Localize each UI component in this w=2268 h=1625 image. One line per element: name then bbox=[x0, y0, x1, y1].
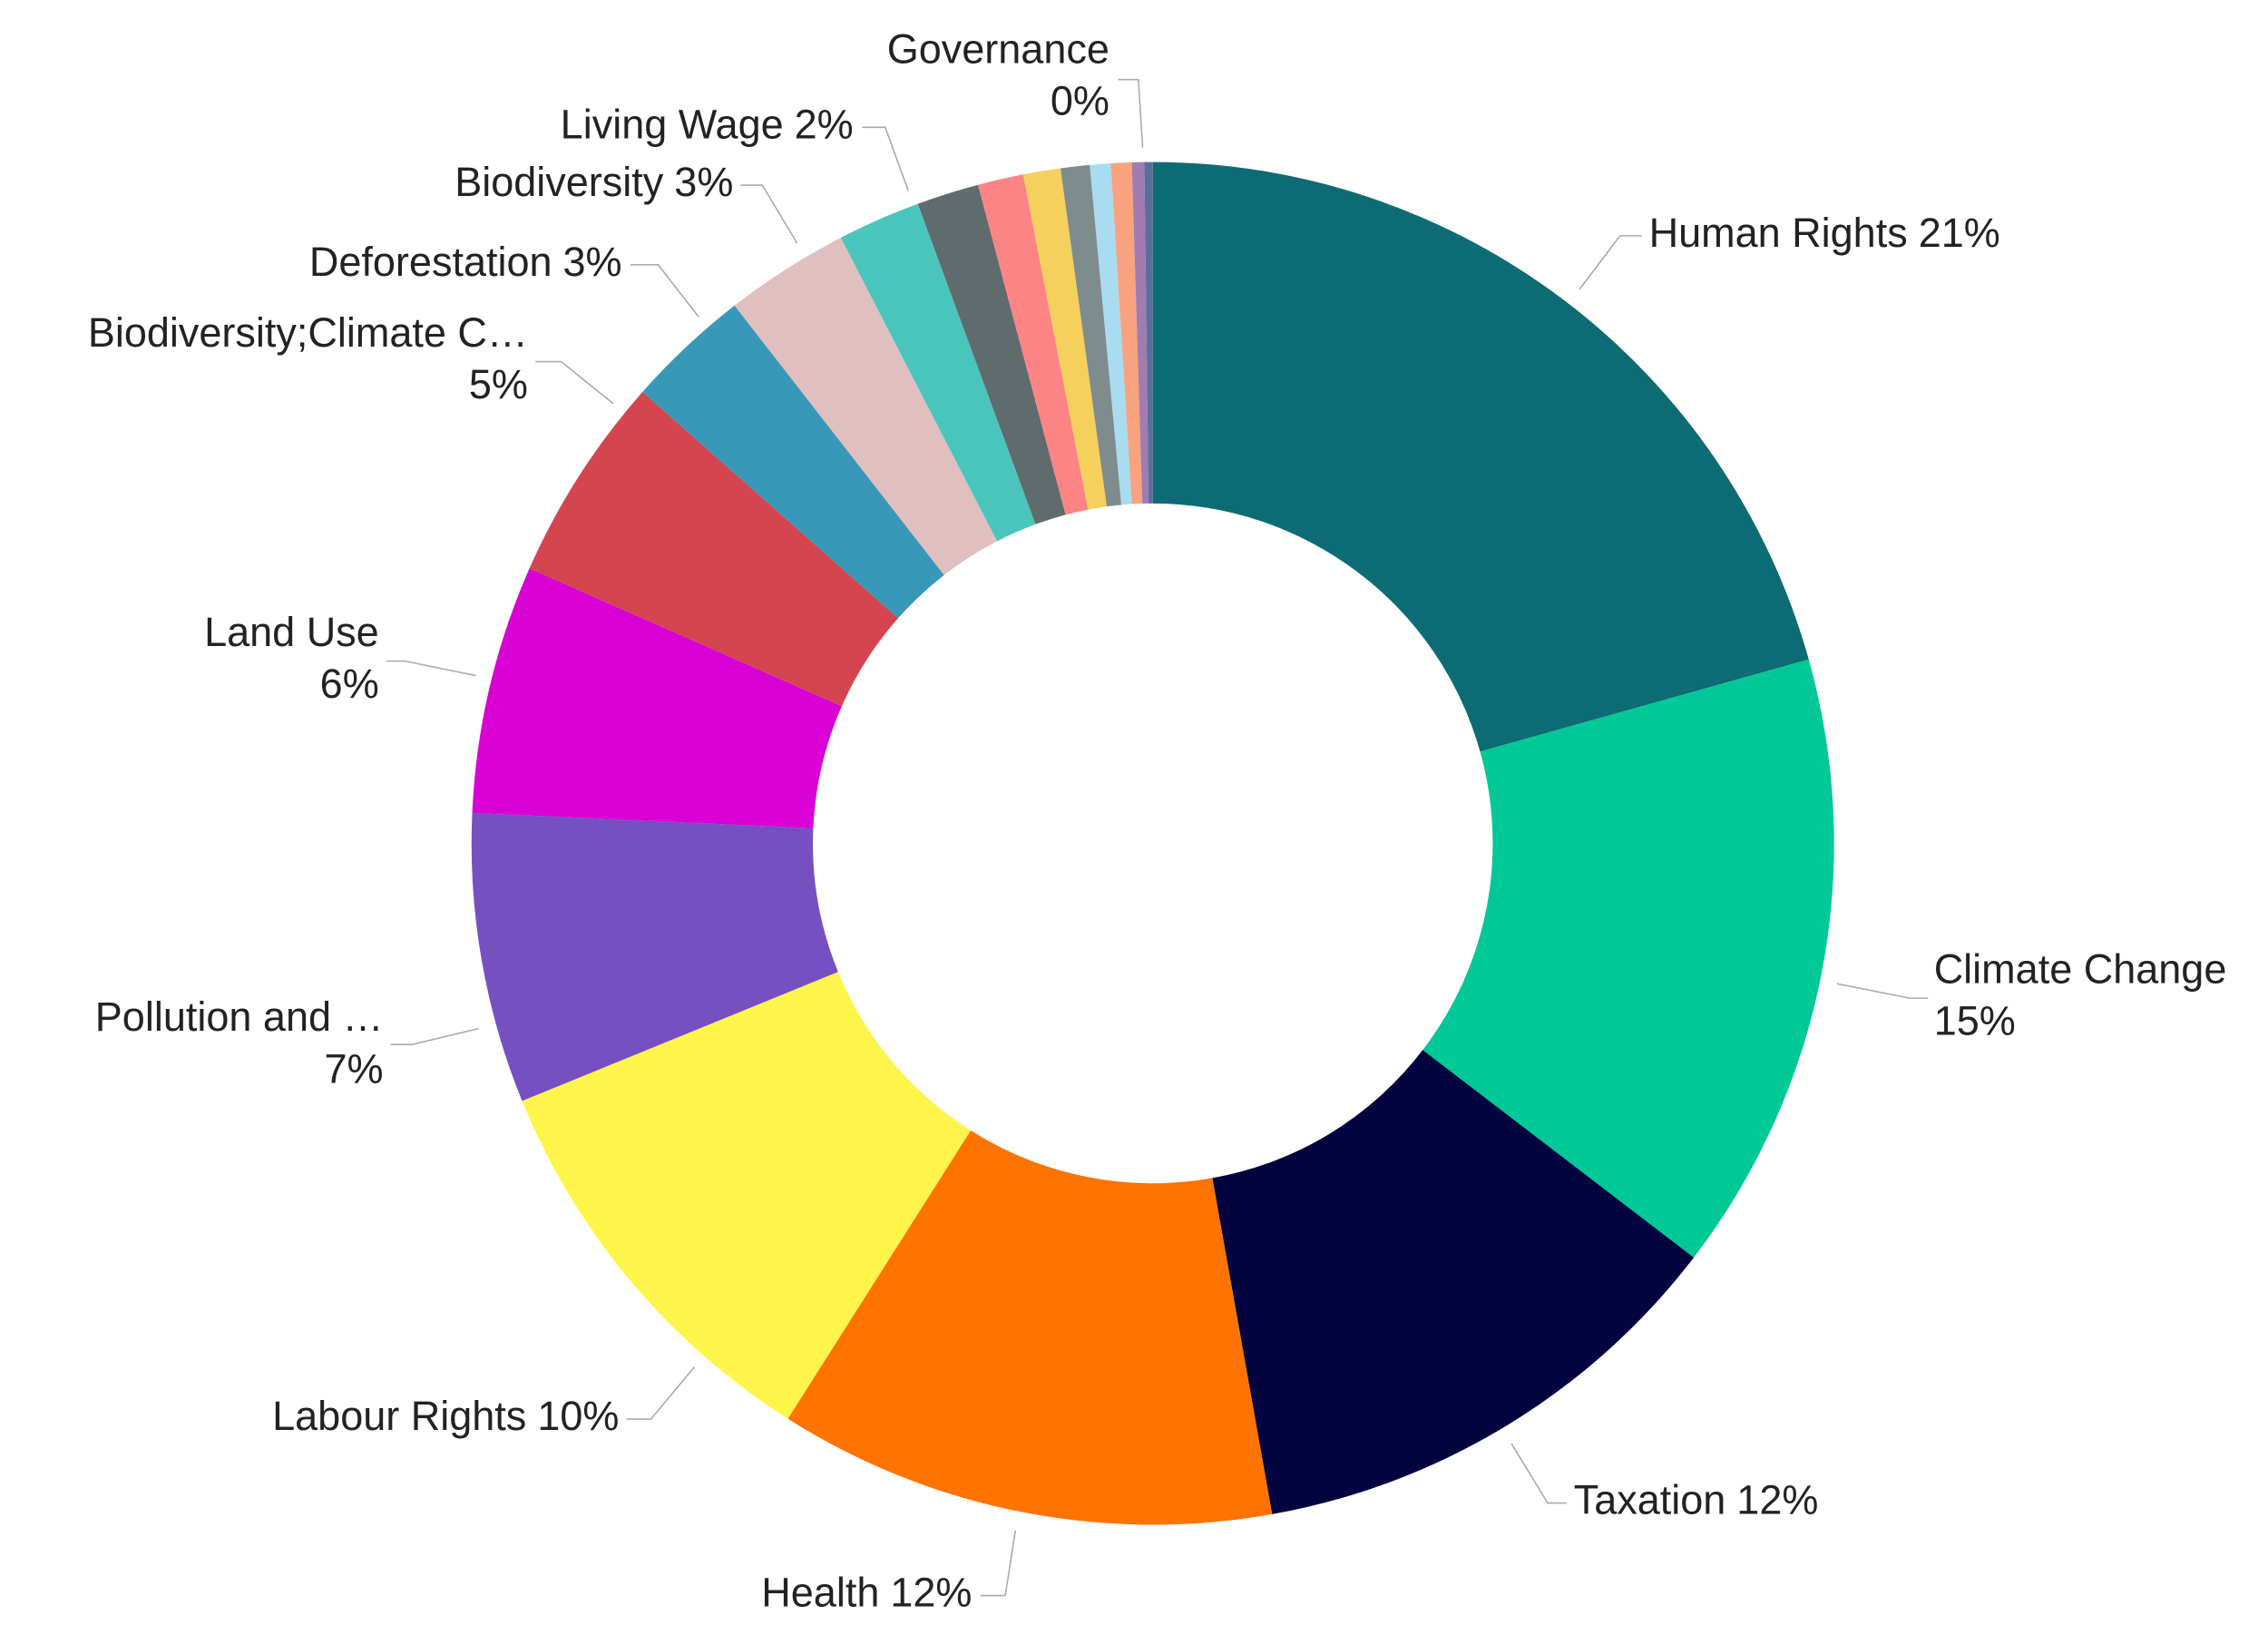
slice bbox=[840, 203, 1036, 542]
slice bbox=[522, 972, 972, 1419]
leader-line bbox=[740, 184, 798, 244]
slice bbox=[471, 812, 838, 1101]
slice-value-label: 2% bbox=[795, 101, 854, 147]
slice-label: Biodiversity 3% bbox=[455, 159, 733, 205]
slice-value-label: 10% bbox=[537, 1393, 619, 1439]
slice bbox=[978, 174, 1089, 515]
slice-label-name: Human Rights bbox=[1649, 210, 1908, 256]
slice-label: Pollution and … bbox=[95, 994, 384, 1040]
slice-label: Climate Change bbox=[1934, 945, 2227, 992]
leader-line bbox=[631, 263, 699, 318]
slice bbox=[917, 184, 1066, 524]
slice bbox=[529, 391, 899, 707]
slice-label: Human Rights 21% bbox=[1649, 210, 2000, 256]
leader-line bbox=[1579, 235, 1642, 290]
slice bbox=[1060, 164, 1122, 507]
leader-line bbox=[534, 360, 614, 405]
slice-label: Land Use bbox=[204, 609, 379, 655]
slice-label-name: Living Wage bbox=[561, 101, 784, 147]
slice-value-label: 12% bbox=[890, 1570, 972, 1616]
slice bbox=[472, 568, 842, 828]
slice-label: Biodiversity;Climate C… bbox=[88, 309, 528, 356]
slice bbox=[1144, 162, 1153, 504]
slice-label-name: Labour Rights bbox=[272, 1393, 526, 1439]
leader-line bbox=[1118, 78, 1144, 148]
slice-value-label: 3% bbox=[563, 239, 622, 285]
slice bbox=[1131, 162, 1149, 504]
slice-label: Living Wage 2% bbox=[561, 101, 854, 147]
slice bbox=[787, 1130, 1273, 1525]
slice-label: Deforestation 3% bbox=[309, 239, 622, 285]
slice-value-label: 7% bbox=[324, 1045, 383, 1091]
slice bbox=[1422, 659, 1834, 1258]
slice-value-label: 15% bbox=[1934, 998, 2016, 1044]
leader-line bbox=[862, 126, 910, 191]
slice-value-label: 6% bbox=[320, 661, 379, 707]
slice bbox=[1212, 1050, 1695, 1514]
slice-label-name: Health bbox=[761, 1570, 879, 1616]
slice-label-name: Deforestation bbox=[309, 239, 552, 285]
leader-line bbox=[386, 660, 476, 677]
slice-label: Labour Rights 10% bbox=[272, 1393, 619, 1439]
slice-value-label: 5% bbox=[469, 361, 528, 407]
leader-line bbox=[626, 1366, 695, 1420]
slice-value-label: 0% bbox=[1051, 78, 1110, 124]
leader-line bbox=[1836, 983, 1929, 999]
slice-label-name: Biodiversity bbox=[455, 159, 664, 205]
slice bbox=[642, 305, 944, 619]
slice-label-name: Taxation bbox=[1574, 1476, 1726, 1522]
slice bbox=[1090, 163, 1132, 505]
slice-value-label: 21% bbox=[1919, 210, 2000, 256]
slice-value-label: 12% bbox=[1736, 1476, 1818, 1522]
leader-line bbox=[1510, 1443, 1567, 1504]
slice-label: Health 12% bbox=[761, 1570, 972, 1616]
slice-value-label: 3% bbox=[674, 159, 733, 205]
slice-label: Taxation 12% bbox=[1574, 1476, 1819, 1522]
slice bbox=[1110, 162, 1143, 504]
leader-line bbox=[980, 1530, 1017, 1597]
slice bbox=[734, 237, 998, 575]
slice-label: Governance bbox=[887, 25, 1110, 72]
leader-line bbox=[390, 1027, 479, 1045]
slice bbox=[1152, 162, 1809, 752]
slice bbox=[1022, 168, 1107, 510]
